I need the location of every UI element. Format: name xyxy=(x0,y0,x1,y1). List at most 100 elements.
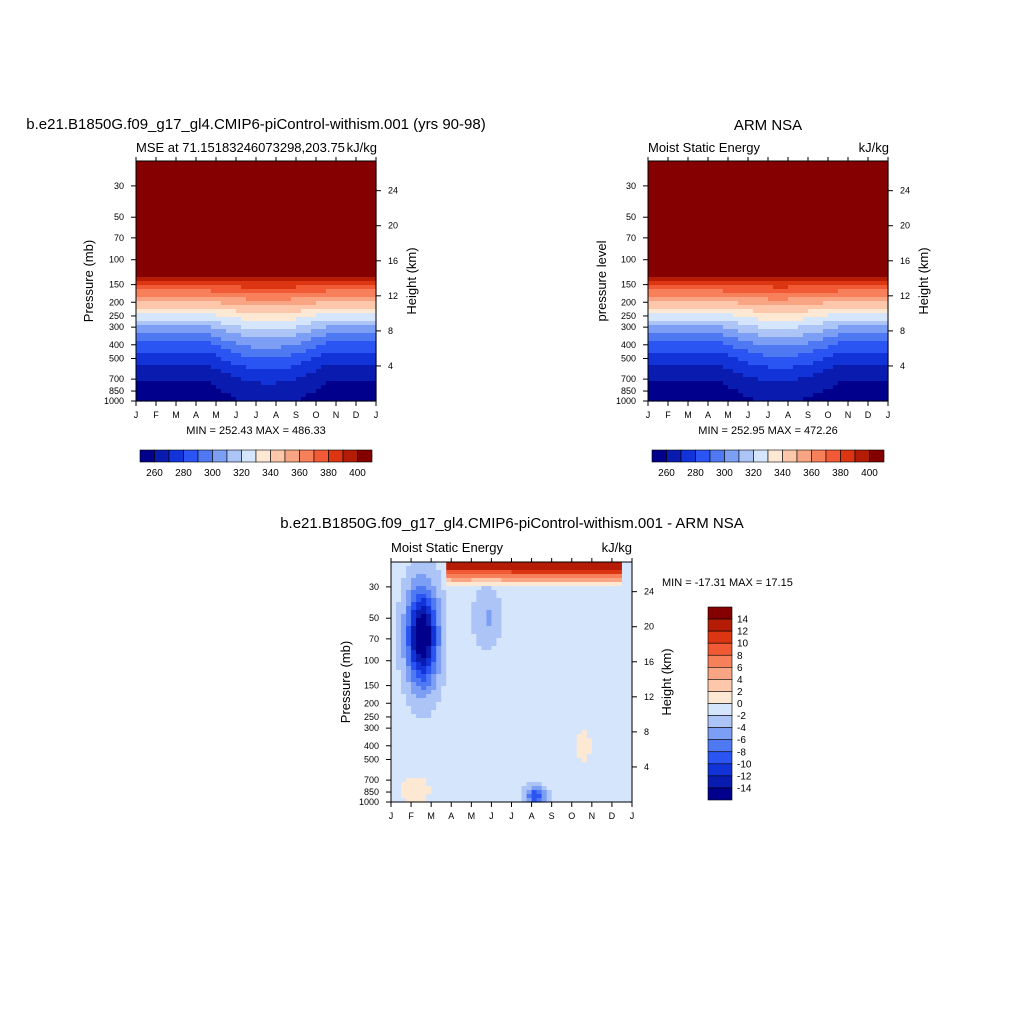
contour-cell xyxy=(728,305,734,310)
contour-cell xyxy=(768,321,774,326)
contour-cell xyxy=(316,161,322,166)
contour-cell xyxy=(136,309,142,314)
contour-cell xyxy=(351,293,357,298)
contour-cell xyxy=(371,389,377,394)
contour-cell xyxy=(371,385,377,390)
y2-tick-label: 4 xyxy=(388,361,393,371)
contour-cell xyxy=(823,237,829,242)
contour-cell xyxy=(256,353,262,358)
contour-cell xyxy=(231,345,237,350)
contour-cell xyxy=(136,305,142,310)
contour-cell xyxy=(848,209,854,214)
contour-cell xyxy=(366,197,372,202)
contour-cell xyxy=(698,301,704,306)
contour-cell xyxy=(171,393,177,398)
contour-cell xyxy=(206,281,212,286)
contour-cell xyxy=(658,177,664,182)
contour-cell xyxy=(316,373,322,378)
contour-cell xyxy=(366,369,372,374)
contour-cell xyxy=(151,361,157,366)
contour-cell xyxy=(311,289,317,294)
contour-cell xyxy=(241,257,247,262)
contour-cell xyxy=(141,365,147,370)
contour-cell xyxy=(693,245,699,250)
contour-cell xyxy=(296,317,302,322)
contour-cell xyxy=(788,217,794,222)
contour-cell xyxy=(246,373,252,378)
contour-cell xyxy=(331,353,337,358)
contour-cell xyxy=(266,393,272,398)
contour-cell xyxy=(206,345,212,350)
contour-cell xyxy=(803,313,809,318)
contour-cell xyxy=(371,289,377,294)
contour-cell xyxy=(703,297,709,302)
contour-cell xyxy=(176,209,182,214)
contour-cell xyxy=(863,305,869,310)
contour-cell xyxy=(663,293,669,298)
contour-cell xyxy=(181,289,187,294)
contour-cell xyxy=(136,285,142,290)
contour-cell xyxy=(231,217,237,222)
contour-cell xyxy=(141,265,147,270)
contour-cell xyxy=(778,205,784,210)
contour-cell xyxy=(703,245,709,250)
contour-cell xyxy=(236,289,242,294)
contour-cell xyxy=(346,373,352,378)
contour-cell xyxy=(306,317,312,322)
contour-cell xyxy=(156,273,162,278)
contour-cell xyxy=(256,233,262,238)
contour-cell xyxy=(166,221,172,226)
contour-cell xyxy=(833,265,839,270)
contour-cell xyxy=(156,357,162,362)
contour-cell xyxy=(296,321,302,326)
contour-cell xyxy=(286,261,292,266)
contour-cell xyxy=(718,289,724,294)
contour-cell xyxy=(196,181,202,186)
contour-cell xyxy=(281,205,287,210)
contour-cell xyxy=(713,217,719,222)
contour-cell xyxy=(236,397,242,402)
contour-cell xyxy=(201,205,207,210)
contour-cell xyxy=(356,325,362,330)
contour-cell xyxy=(266,269,272,274)
contour-cell xyxy=(221,373,227,378)
contour-cell xyxy=(276,285,282,290)
contour-cell xyxy=(206,241,212,246)
contour-cell xyxy=(703,317,709,322)
contour-cell xyxy=(371,241,377,246)
contour-cell xyxy=(758,257,764,262)
contour-cell xyxy=(251,325,257,330)
contour-cell xyxy=(763,253,769,258)
contour-cell xyxy=(883,233,889,238)
contour-cell xyxy=(241,285,247,290)
contour-cell xyxy=(201,257,207,262)
contour-cell xyxy=(783,193,789,198)
contour-cell xyxy=(311,353,317,358)
contour-cell xyxy=(813,325,819,330)
contour-cell xyxy=(773,277,779,282)
contour-cell xyxy=(818,245,824,250)
contour-cell xyxy=(713,285,719,290)
contour-cell xyxy=(331,317,337,322)
contour-cell xyxy=(306,189,312,194)
contour-cell xyxy=(256,185,262,190)
contour-cell xyxy=(241,389,247,394)
contour-cell xyxy=(276,289,282,294)
contour-cell xyxy=(181,385,187,390)
contour-cell xyxy=(231,313,237,318)
contour-cell xyxy=(246,289,252,294)
contour-cell xyxy=(326,289,332,294)
contour-cell xyxy=(276,229,282,234)
contour-cell xyxy=(186,397,192,402)
contour-cell xyxy=(311,381,317,386)
contour-cell xyxy=(141,225,147,230)
contour-cell xyxy=(356,197,362,202)
contour-cell xyxy=(156,213,162,218)
contour-cell xyxy=(683,277,689,282)
contour-cell xyxy=(306,285,312,290)
contour-cell xyxy=(336,173,342,178)
contour-cell xyxy=(186,185,192,190)
contour-cell xyxy=(713,189,719,194)
contour-cell xyxy=(311,277,317,282)
contour-cell xyxy=(201,345,207,350)
